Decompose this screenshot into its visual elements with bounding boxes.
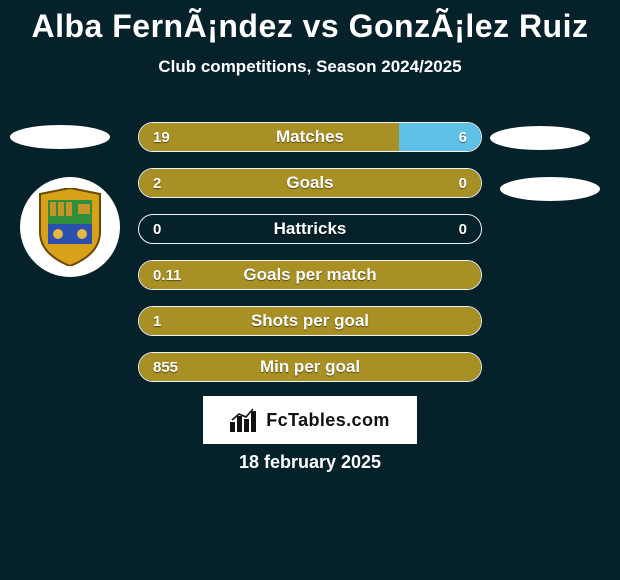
left-club-crest: [20, 177, 120, 277]
stat-right-fill: [399, 123, 481, 151]
stat-value-left: 0: [153, 215, 161, 243]
right-club-badge: [500, 177, 600, 201]
subtitle: Club competitions, Season 2024/2025: [0, 57, 620, 77]
stat-row: 0.11Goals per match: [138, 260, 482, 290]
footer-date: 18 february 2025: [0, 452, 620, 473]
page-title: Alba FernÃ¡ndez vs GonzÃ¡lez Ruiz: [0, 0, 620, 45]
bars-icon: [230, 408, 260, 432]
logo-text: FcTables.com: [266, 410, 390, 431]
stat-value-right: 0: [459, 215, 467, 243]
stat-left-fill: [139, 353, 481, 381]
stat-row: 1Shots per goal: [138, 306, 482, 336]
stat-row: 0Hattricks0: [138, 214, 482, 244]
stat-left-fill: [139, 169, 481, 197]
stat-row: 855Min per goal: [138, 352, 482, 382]
shield-icon: [36, 188, 104, 266]
stats-panel: 19Matches6 2Goals0 0Hattricks0 0.11Goals pe…: [138, 122, 482, 398]
left-player-badge: [10, 125, 110, 149]
stat-row: 19Matches6: [138, 122, 482, 152]
stat-label: Hattricks: [139, 215, 481, 243]
stat-left-fill: [139, 123, 399, 151]
stat-left-fill: [139, 261, 481, 289]
fctables-logo: FcTables.com: [203, 396, 417, 444]
stat-left-fill: [139, 307, 481, 335]
right-player-badge: [490, 126, 590, 150]
stat-row: 2Goals0: [138, 168, 482, 198]
